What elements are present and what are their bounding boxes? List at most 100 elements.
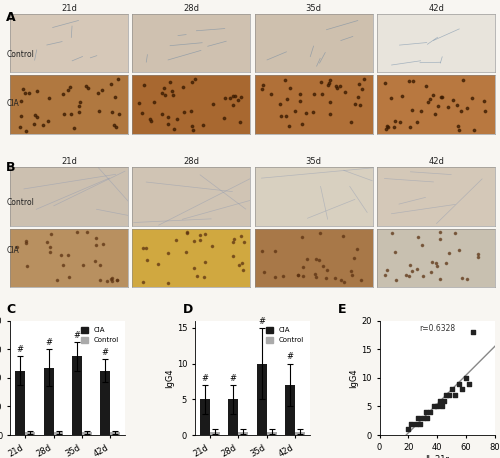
Point — [398, 93, 406, 100]
Point — [445, 391, 453, 398]
Point — [72, 229, 80, 236]
Point — [280, 76, 288, 84]
Point — [114, 110, 122, 118]
Point — [196, 232, 204, 239]
Point — [190, 126, 198, 134]
Point — [46, 244, 54, 251]
Point — [187, 107, 195, 114]
Point — [96, 277, 104, 284]
Legend: CIA, Control: CIA, Control — [78, 324, 122, 346]
Point — [135, 99, 143, 106]
Point — [82, 82, 90, 89]
Point — [458, 107, 466, 114]
Point — [142, 256, 150, 263]
Text: #: # — [45, 338, 52, 347]
Text: A: A — [6, 11, 16, 24]
Y-axis label: IgG4: IgG4 — [350, 368, 358, 387]
Point — [209, 100, 217, 108]
Bar — [228, 399, 238, 435]
Point — [180, 108, 188, 115]
Point — [147, 118, 155, 125]
Point — [434, 262, 442, 269]
Point — [348, 272, 356, 279]
Point — [350, 255, 358, 262]
Point — [326, 76, 334, 84]
Point — [322, 266, 330, 273]
Point — [228, 252, 236, 260]
Point — [406, 124, 413, 131]
Point — [360, 75, 368, 82]
Point — [392, 117, 400, 125]
Point — [260, 268, 268, 275]
Point — [278, 112, 285, 119]
Point — [382, 125, 390, 132]
Point — [226, 94, 234, 101]
Bar — [295, 431, 305, 435]
Point — [384, 122, 392, 130]
Bar — [257, 364, 266, 435]
Point — [291, 107, 299, 114]
Point — [312, 255, 320, 262]
Point — [326, 98, 334, 105]
Bar — [238, 431, 248, 435]
Point — [100, 240, 108, 248]
Point — [442, 391, 450, 398]
Point — [168, 92, 176, 99]
Point — [336, 277, 344, 284]
Point — [310, 91, 318, 98]
Point — [463, 275, 471, 282]
Point — [440, 397, 448, 404]
Point — [30, 120, 38, 127]
Point — [322, 274, 330, 281]
Point — [404, 425, 412, 433]
Point — [45, 94, 53, 102]
Point — [53, 276, 61, 284]
Point — [455, 380, 463, 387]
Point — [84, 84, 92, 92]
Point — [276, 100, 283, 108]
Point — [164, 120, 172, 127]
Point — [271, 273, 279, 281]
Point — [142, 245, 150, 252]
Point — [408, 420, 416, 427]
Text: Control: Control — [7, 198, 35, 207]
Point — [282, 112, 290, 119]
Point — [22, 127, 30, 135]
Point — [46, 231, 54, 238]
Point — [234, 96, 242, 104]
Title: 42d: 42d — [428, 158, 444, 166]
Point — [32, 111, 40, 118]
Point — [70, 124, 78, 131]
Point — [454, 247, 462, 254]
Point — [316, 229, 324, 236]
Point — [161, 91, 169, 98]
Point — [388, 229, 396, 237]
Point — [451, 229, 459, 236]
Text: E: E — [338, 303, 346, 316]
Point — [196, 236, 204, 244]
Point — [405, 273, 413, 280]
Point — [16, 124, 24, 131]
Point — [408, 106, 416, 114]
Point — [230, 93, 238, 100]
Point — [474, 251, 482, 258]
Point — [64, 251, 72, 259]
Point — [298, 234, 306, 241]
Point — [92, 257, 100, 265]
Point — [228, 238, 236, 245]
Point — [406, 262, 414, 269]
Bar — [72, 356, 82, 435]
Bar — [266, 431, 276, 435]
Point — [138, 109, 146, 117]
Text: CIA: CIA — [7, 98, 20, 108]
Point — [419, 273, 427, 280]
Point — [106, 81, 114, 88]
Point — [438, 403, 446, 410]
Point — [390, 124, 398, 131]
Point — [428, 258, 436, 265]
Text: r=0.6328: r=0.6328 — [419, 324, 456, 333]
Point — [140, 81, 148, 88]
Point — [201, 259, 209, 266]
Point — [414, 266, 422, 273]
Point — [164, 114, 172, 121]
